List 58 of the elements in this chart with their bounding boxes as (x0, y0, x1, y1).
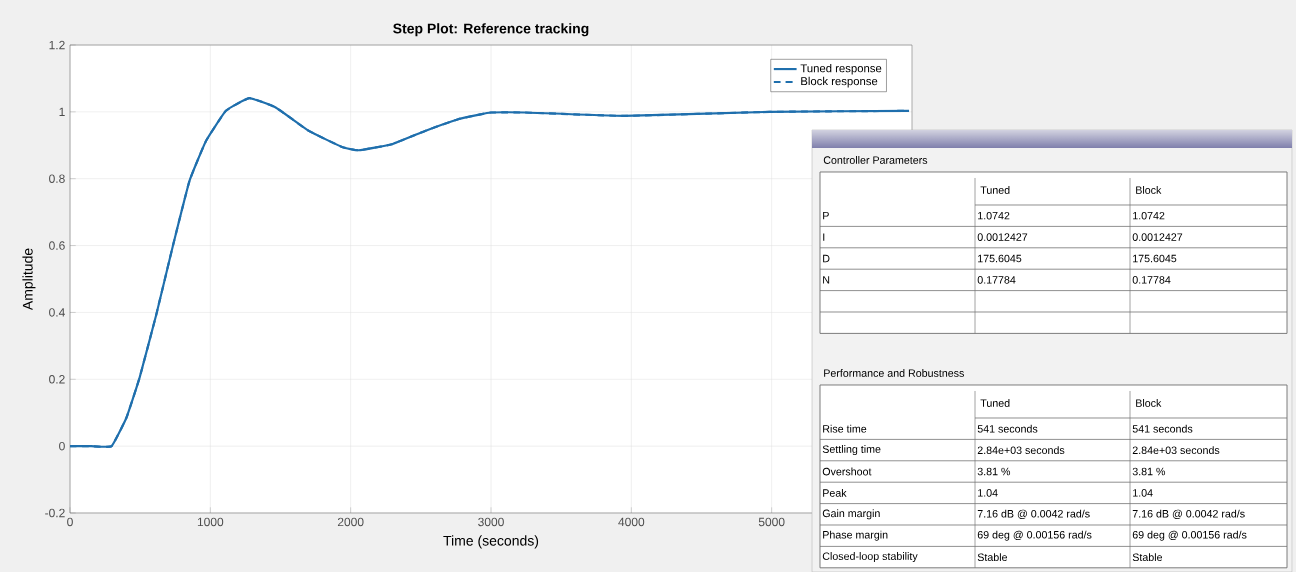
x-tick-label: 3000 (478, 517, 504, 527)
category-label: Closed-loop stability (822, 552, 918, 562)
text: Controller Parameters (823, 155, 928, 164)
category-label: I (823, 233, 825, 241)
y-tick-label: 0.2 (49, 374, 65, 384)
text: Stable (977, 553, 1008, 561)
x-axis-title: Time (seconds) (443, 535, 539, 549)
text: 2.84e+03 seconds (977, 446, 1065, 454)
y-tick-label: 0.8 (49, 174, 65, 183)
x-tick-label: 0 (67, 517, 73, 527)
category-label: Tuned (980, 398, 1010, 407)
category-label: P (823, 211, 829, 220)
y-tick-label: 0 (59, 441, 65, 451)
text: 1.04 (1133, 488, 1153, 497)
category-label: Phase margin (823, 530, 888, 541)
category-label: Overshoot (822, 467, 872, 476)
text: 0.17784 (977, 275, 1016, 284)
text: 2.84e+03 seconds (1132, 446, 1220, 454)
text: 3.81 % (977, 467, 1011, 476)
text: 0.0012427 (1132, 233, 1183, 241)
text: 175.6045 (978, 254, 1022, 263)
text: Stable (1132, 553, 1163, 561)
y-tick-label: 1.2 (49, 40, 65, 50)
text: 175.6045 (1133, 254, 1177, 263)
text: 0.0012427 (977, 233, 1028, 241)
text: 1.04 (978, 488, 998, 497)
y-axis-title: Amplitude (22, 248, 36, 310)
y-tick-label: 0.4 (49, 308, 65, 317)
category-label: Peak (823, 488, 847, 497)
category-label: N (823, 276, 830, 284)
text: 7.16 dB @ 0.0042 rad/s (977, 509, 1090, 519)
text: 1.0742 (978, 211, 1010, 220)
chart-title: Step Plot: Reference tracking (393, 23, 589, 37)
text: 69 deg @ 0.00156 rad/s (1132, 530, 1247, 541)
text: Performance and Robustness (824, 368, 964, 377)
category-label: Block (1136, 185, 1162, 194)
text: 7.16 dB @ 0.0042 rad/s (1132, 509, 1245, 519)
y-tick-label: -0.2 (45, 508, 65, 518)
y-tick-label: 1 (59, 107, 65, 116)
category-label: Tuned (980, 185, 1010, 194)
category-label: D (823, 254, 830, 263)
text: 69 deg @ 0.00156 rad/s (977, 530, 1092, 541)
category-label: Block (1136, 398, 1162, 407)
legend-label: Block response (801, 76, 878, 88)
category-label: Settling time (822, 444, 881, 455)
x-tick-label: 4000 (618, 517, 645, 527)
x-tick-label: 5000 (758, 517, 785, 527)
x-tick-label: 1000 (197, 517, 224, 527)
category-label: Gain margin (822, 509, 880, 520)
text: 0.17784 (1132, 275, 1171, 284)
y-tick-label: 0.6 (49, 241, 65, 250)
legend-label: Tuned response (800, 63, 882, 75)
text: 541 seconds (977, 424, 1038, 433)
text: 541 seconds (1132, 424, 1193, 433)
text: 1.0742 (1133, 211, 1165, 220)
category-label: Rise time (823, 424, 867, 433)
text: 3.81 % (1132, 467, 1166, 476)
x-tick-label: 2000 (337, 517, 364, 527)
